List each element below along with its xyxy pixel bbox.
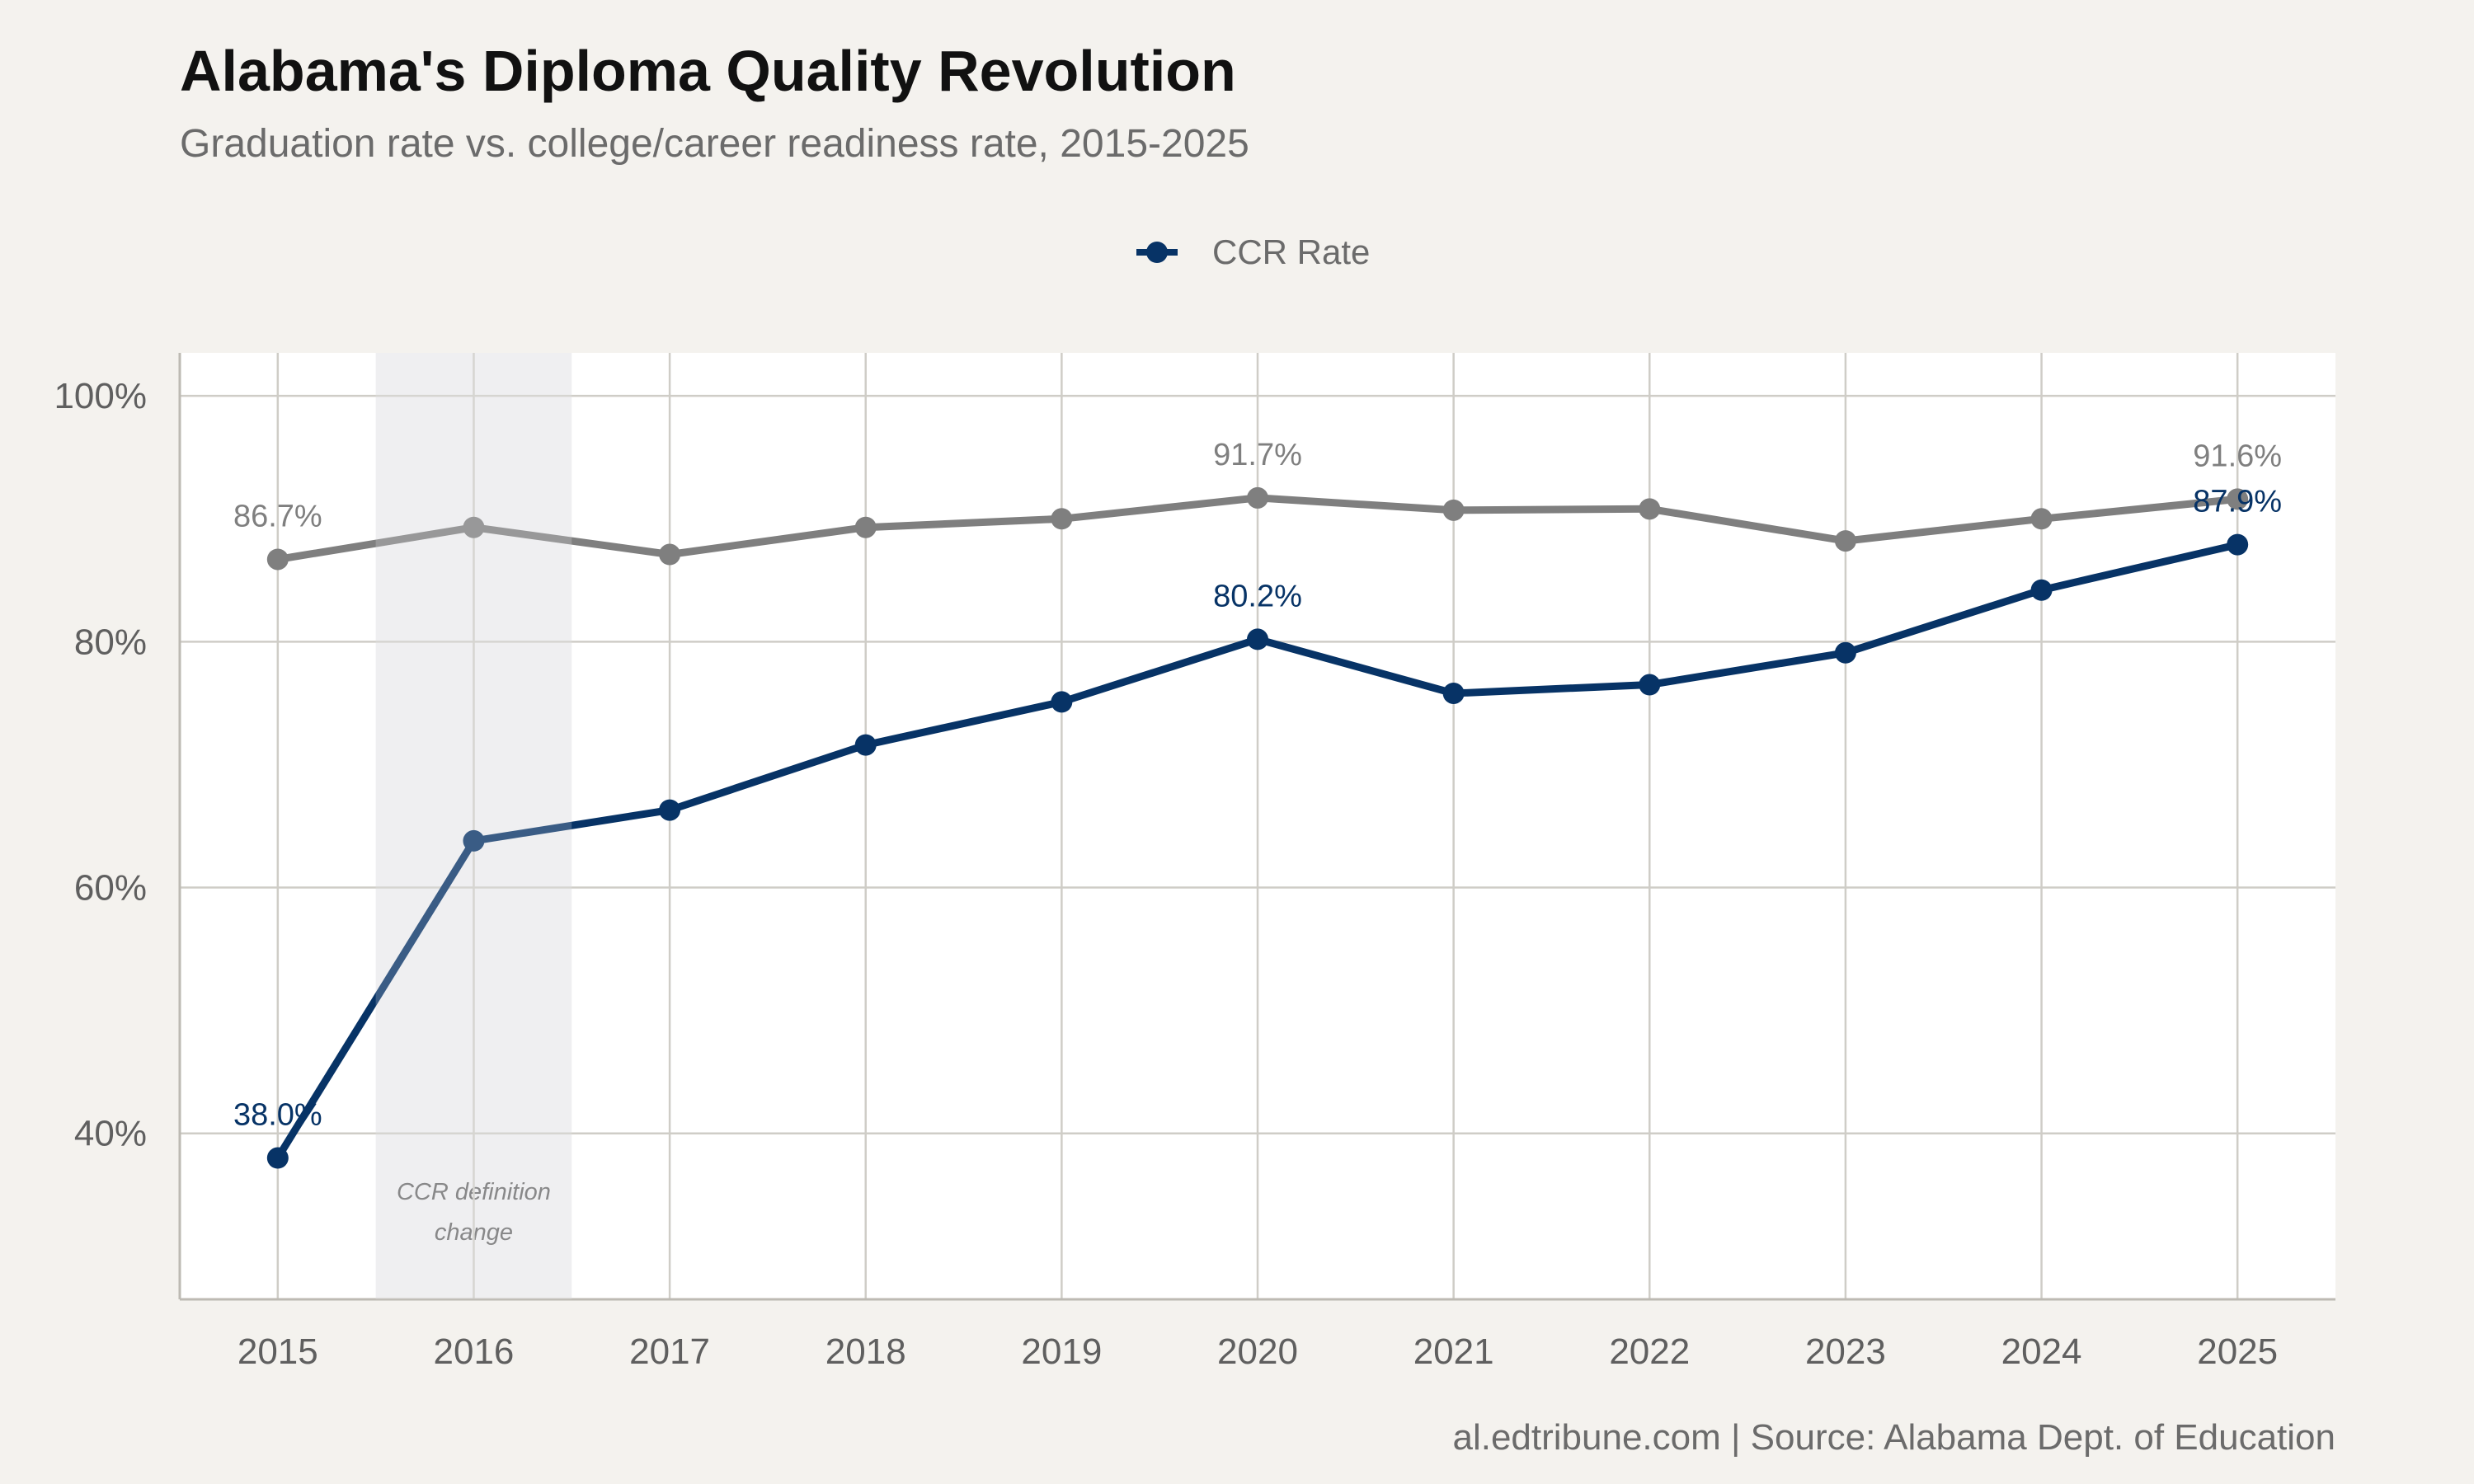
y-tick-label: 100% bbox=[54, 376, 147, 416]
data-label-ccr: 80.2% bbox=[1213, 579, 1302, 613]
chart-title: Alabama's Diploma Quality Revolution bbox=[180, 39, 1236, 103]
data-label-grad: 91.6% bbox=[2193, 439, 2282, 473]
x-tick-label: 2017 bbox=[629, 1331, 710, 1372]
point-ccr bbox=[1442, 682, 1465, 704]
point-ccr bbox=[1051, 691, 1073, 713]
x-tick-label: 2022 bbox=[1609, 1331, 1690, 1372]
legend-marker-ccr bbox=[1146, 242, 1168, 263]
x-tick-label: 2024 bbox=[2001, 1331, 2082, 1372]
y-tick-label: 40% bbox=[74, 1114, 147, 1154]
data-label-layer: 86.7% 91.7% 91.6% 38.0% 80.2% 87.9% bbox=[233, 438, 2282, 1133]
point-ccr bbox=[1834, 641, 1856, 664]
tick-label-layer: 40% 60% 80% 100% 2015 2016 2017 2018 2019 2020 202… bbox=[54, 376, 2278, 1372]
point-grad bbox=[1639, 498, 1661, 520]
point-grad bbox=[1834, 530, 1856, 552]
x-tick-label: 2019 bbox=[1021, 1331, 1102, 1372]
point-grad bbox=[2030, 508, 2053, 530]
point-ccr bbox=[2030, 579, 2053, 601]
highlight-band-overlay bbox=[375, 353, 572, 1299]
point-ccr bbox=[1247, 628, 1268, 650]
point-ccr bbox=[659, 799, 681, 821]
x-tick-label: 2015 bbox=[238, 1331, 318, 1372]
x-tick-label: 2023 bbox=[1805, 1331, 1886, 1372]
data-label-ccr: 87.9% bbox=[2193, 485, 2282, 519]
chart-caption: al.edtribune.com | Source: Alabama Dept.… bbox=[1452, 1417, 2335, 1458]
x-tick-label: 2020 bbox=[1217, 1331, 1298, 1372]
data-label-grad: 91.7% bbox=[1213, 438, 1302, 472]
point-ccr bbox=[266, 1147, 289, 1169]
data-label-grad: 86.7% bbox=[233, 499, 322, 533]
point-grad bbox=[854, 516, 877, 538]
x-tick-label: 2016 bbox=[434, 1331, 515, 1372]
x-tick-label: 2018 bbox=[825, 1331, 906, 1372]
legend-label-ccr: CCR Rate bbox=[1212, 232, 1370, 271]
point-ccr bbox=[463, 829, 485, 852]
point-grad bbox=[659, 543, 681, 566]
x-tick-label: 2025 bbox=[2197, 1331, 2278, 1372]
point-ccr bbox=[2227, 533, 2249, 556]
point-grad bbox=[1051, 508, 1073, 530]
point-ccr bbox=[854, 734, 877, 756]
y-tick-label: 60% bbox=[74, 868, 147, 909]
point-grad bbox=[266, 548, 289, 571]
point-grad bbox=[1247, 486, 1268, 509]
chart-subtitle: Graduation rate vs. college/career readi… bbox=[180, 122, 1249, 166]
legend: CCR Rate bbox=[1136, 232, 1370, 271]
data-label-ccr: 38.0% bbox=[233, 1098, 322, 1133]
point-ccr bbox=[1639, 674, 1661, 696]
point-grad bbox=[1442, 499, 1465, 521]
y-tick-label: 80% bbox=[74, 622, 147, 662]
point-grad bbox=[463, 516, 485, 538]
series-layer bbox=[266, 353, 2249, 1299]
point-grad bbox=[2227, 488, 2249, 510]
axis-layer bbox=[178, 353, 2335, 1301]
x-tick-label: 2021 bbox=[1413, 1331, 1494, 1372]
